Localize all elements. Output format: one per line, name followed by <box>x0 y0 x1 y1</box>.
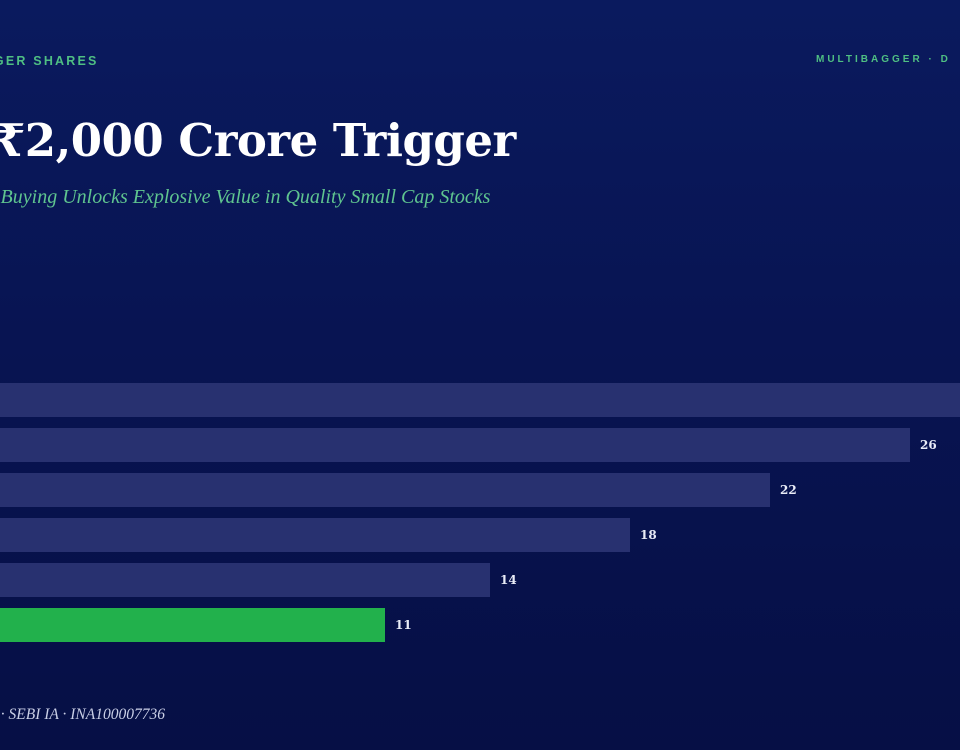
bar-value-label-4: 14 <box>500 573 517 587</box>
bar-value-label-1: 26 <box>920 438 937 452</box>
bar-value-label-2: 22 <box>780 483 797 497</box>
bar-3 <box>0 518 630 552</box>
brand-left-label: GGER SHARES <box>0 54 99 68</box>
bar-1 <box>0 428 910 462</box>
bar-2 <box>0 473 770 507</box>
bar-4 <box>0 563 490 597</box>
chart-title: ₹2,000 Crore Trigger <box>0 114 516 167</box>
footer-disclaimer: es · SEBI IA · INA100007736 <box>0 706 165 723</box>
bar-5 <box>0 608 385 642</box>
bar-value-label-3: 18 <box>640 528 657 542</box>
brand-right-label: MULTIBAGGER · D <box>816 54 951 65</box>
bar-value-label-5: 11 <box>395 618 412 632</box>
bar-0 <box>0 383 960 417</box>
chart-subtitle: onal Buying Unlocks Explosive Value in Q… <box>0 186 491 208</box>
